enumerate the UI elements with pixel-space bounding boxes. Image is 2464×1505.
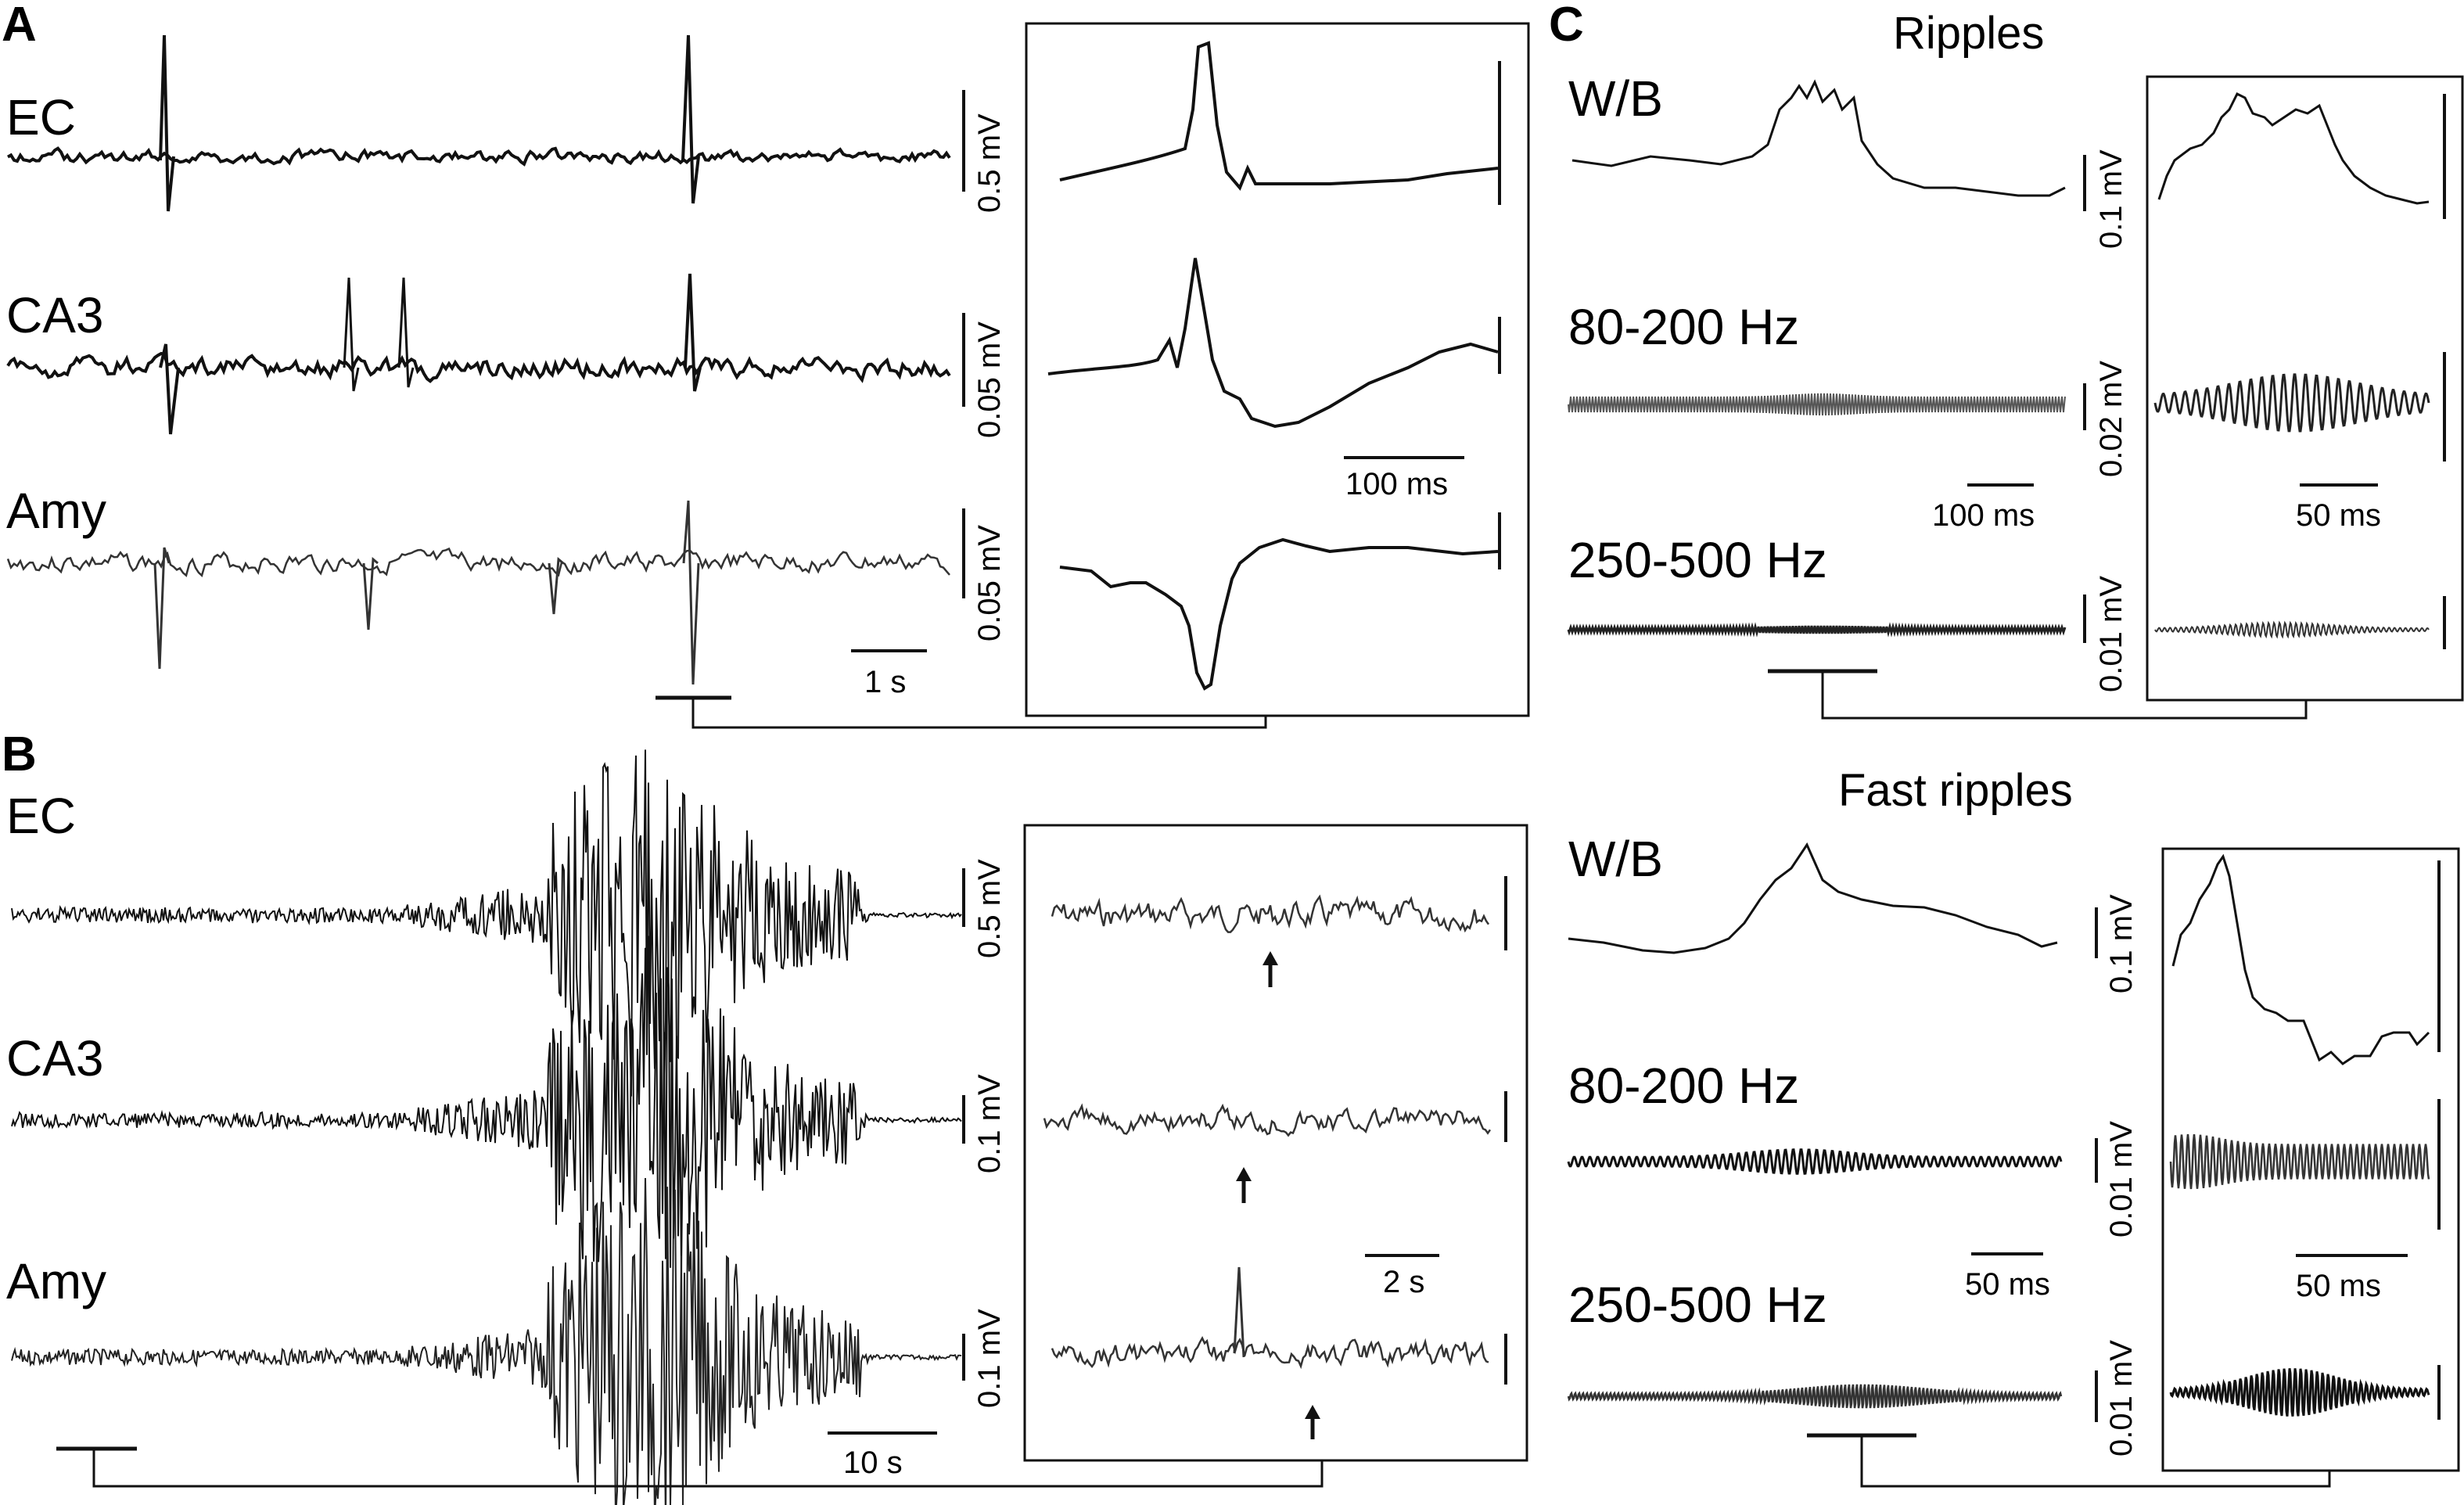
panel-a-scale-label-amy: 0.05 mV: [972, 525, 1007, 641]
ripples-scale-label-80-200: 0.02 mV: [2094, 361, 2128, 477]
panel-b-arrow-ec: [1263, 951, 1278, 987]
panel-a-zoom-connector: [691, 698, 1267, 729]
ripples-label-250-500: 250-500 Hz: [1568, 532, 1827, 588]
ripples-zoom-connector: [1821, 671, 2308, 720]
ripples-label-wb: W/B: [1568, 70, 1663, 127]
ripples-label-80-200: 80-200 Hz: [1568, 299, 1799, 355]
ripples-time-scale-label: 100 ms: [1932, 498, 2035, 533]
fast-ripples-inset-box: [2161, 847, 2460, 1472]
panel-a-amy-spike-4: [682, 500, 700, 685]
panel-b-label-amy: Amy: [6, 1253, 106, 1309]
panel-b-inset-ec-trace: [1051, 894, 1490, 933]
ripples-wb-trace: [1571, 79, 2066, 197]
fast-ripples-inset-250-500-trace: [2169, 1368, 2430, 1417]
panel-a-inset-ec-trace: [1059, 41, 1499, 191]
panel-a-amy-spike-1: [153, 547, 171, 670]
panel-a-inset-ca3-trace: [1047, 257, 1499, 429]
ripples-inset-time-label: 50 ms: [2296, 498, 2381, 533]
ripples-inset-80-200-trace: [2153, 373, 2430, 433]
panel-a-ca3-spike-2: [343, 277, 360, 392]
fast-ripples-label-80-200: 80-200 Hz: [1568, 1058, 1799, 1114]
fast-ripples-scale-label-wb: 0.1 mV: [2104, 894, 2139, 993]
fast-ripples-label-wb: W/B: [1568, 831, 1663, 887]
panel-a-ec-spike-2: [681, 34, 700, 204]
panel-a-scale-label-ec: 0.5 mV: [972, 113, 1007, 213]
panel-a: A EC CA3 Amy 0.5 mV 0.05 mV 0.05 mV 1 s: [2, 0, 1530, 729]
panel-b-inset-box: [1023, 824, 1528, 1462]
panel-a-letter: A: [2, 0, 37, 52]
fast-ripples-wb-trace: [1568, 842, 2058, 954]
panel-b-inset-amy-trace: [1051, 1335, 1489, 1370]
panel-b-zoom-connector: [92, 1449, 1324, 1488]
fast-ripples-zoom-connector: [1860, 1435, 2331, 1488]
fast-ripples-scale-label-80-200: 0.01 mV: [2104, 1121, 2139, 1237]
panel-b-inset-ca3-trace: [1043, 1103, 1492, 1137]
panel-a-ec-spike-1: [159, 34, 175, 212]
fast-ripples-time-scale-label: 50 ms: [1965, 1267, 2050, 1302]
panel-a-label-ec: EC: [6, 89, 76, 145]
panel-b-arrow-ca3: [1236, 1167, 1252, 1203]
panel-b-amy-trace: [11, 1177, 962, 1505]
panel-a-ca3-trace: [6, 351, 951, 383]
panel-b-arrow-amy: [1305, 1405, 1320, 1439]
panel-a-ca3-spike-3: [397, 277, 415, 388]
ripples-250-500-trace: [1567, 622, 2067, 638]
panel-a-inset-box: [1025, 22, 1530, 717]
panel-b-inset-time-label: 2 s: [1383, 1265, 1424, 1299]
panel-a-ca3-spike-1: [159, 343, 180, 435]
panel-a-ec-trace: [7, 146, 951, 167]
ripples-scale-label-250-500: 0.01 mV: [2094, 576, 2128, 692]
panel-c-letter: C: [1549, 0, 1584, 52]
ripples-inset-box: [2146, 75, 2464, 702]
panel-a-inset-amy-trace: [1059, 537, 1499, 691]
panel-b-scale-label-ec: 0.5 mV: [972, 859, 1007, 958]
fast-ripples-label-250-500: 250-500 Hz: [1568, 1277, 1827, 1333]
fast-ripples-scale-label-250-500: 0.01 mV: [2104, 1340, 2139, 1457]
panel-a-label-amy: Amy: [6, 483, 106, 539]
panel-a-amy-spike-3: [548, 557, 564, 615]
panel-b-time-scale-label: 10 s: [843, 1446, 903, 1480]
panel-b-letter: B: [2, 727, 37, 781]
panel-b-label-ec: EC: [6, 788, 76, 844]
panel-b-ec-trace: [11, 749, 962, 1097]
ripples-title: Ripples: [1893, 8, 2044, 59]
fast-ripples-inset-80-200-trace: [2169, 1133, 2430, 1190]
fast-ripples-250-500-trace: [1567, 1384, 2063, 1409]
ripples-inset-wb-trace: [2157, 92, 2430, 205]
panel-b-scale-label-amy: 0.1 mV: [972, 1309, 1007, 1408]
panel-b-ca3-trace: [11, 936, 962, 1271]
panel-a-time-scale-label: 1 s: [864, 665, 906, 699]
panel-b-scale-label-ca3: 0.1 mV: [972, 1074, 1007, 1173]
fast-ripples-inset-time-label: 50 ms: [2296, 1269, 2381, 1303]
panel-a-label-ca3: CA3: [6, 287, 104, 343]
panel-b: B EC CA3 Amy 0.5 mV 0.1 mV 0.1 mV 10 s: [2, 727, 1528, 1505]
fast-ripples-title: Fast ripples: [1838, 765, 2073, 816]
ripples-80-200-trace: [1568, 393, 2066, 416]
panel-b-label-ca3: CA3: [6, 1030, 104, 1087]
ripples-inset-250-500-trace: [2154, 620, 2430, 639]
panel-b-inset-amy-spike: [1233, 1266, 1245, 1358]
panel-a-inset-time-label: 100 ms: [1345, 467, 1448, 501]
panel-a-ca3-spike-4: [684, 273, 702, 392]
fast-ripples-inset-wb-trace: [2171, 853, 2430, 1065]
fast-ripples-80-200-trace: [1567, 1148, 2063, 1175]
ripples-scale-label-wb: 0.1 mV: [2094, 149, 2128, 249]
panel-a-amy-spike-2: [362, 556, 379, 630]
panel-a-amy-trace: [6, 547, 950, 577]
panel-a-scale-label-ca3: 0.05 mV: [972, 321, 1007, 438]
panel-c: C Ripples W/B 80-200 Hz 250-500 Hz 0.1 m…: [1549, 0, 2464, 1488]
